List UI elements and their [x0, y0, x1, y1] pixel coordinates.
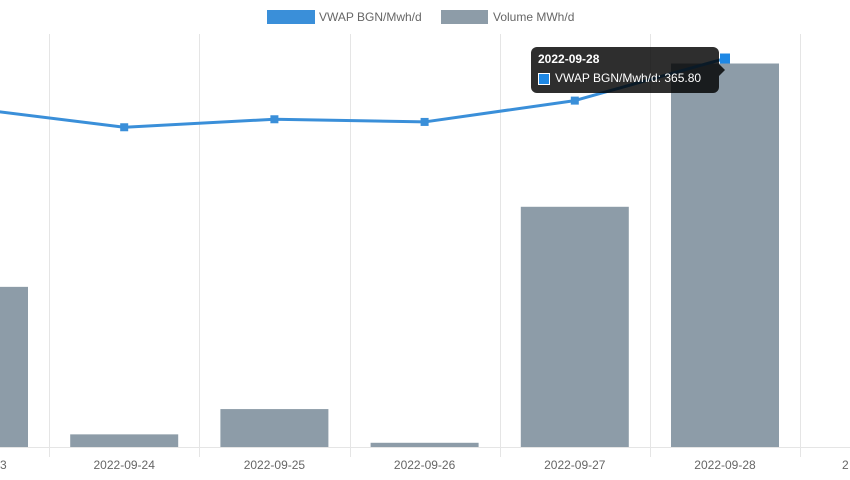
vwap-point [570, 96, 579, 105]
x-tick-label: 2 [842, 458, 849, 472]
vwap-line-series [0, 53, 730, 132]
legend-label-volume: Volume MWh/d [493, 10, 574, 24]
tooltip-caret [719, 64, 725, 76]
x-tick-label: 2022-09-25 [244, 458, 306, 472]
legend-swatch-volume [441, 10, 488, 24]
volume-bar [70, 434, 179, 447]
tooltip-color-swatch [538, 72, 550, 85]
legend-swatch-vwap [267, 10, 315, 24]
vwap-line [0, 57, 726, 129]
x-tick-label: 3 [0, 458, 7, 472]
tooltip-label: VWAP BGN/Mwh/d: 365.80 [555, 71, 702, 85]
gridlines [0, 34, 850, 457]
tooltip-row: VWAP BGN/Mwh/d: 365.80 [538, 71, 712, 86]
legend-label-vwap: VWAP BGN/Mwh/d [319, 10, 422, 24]
x-axis-ticks: 3 2022-09-24 2022-09-25 2022-09-26 2022-09-2… [0, 458, 849, 472]
volume-bars [0, 63, 779, 447]
vwap-point [270, 115, 279, 124]
vwap-point [420, 117, 429, 126]
x-tick-label: 2022-09-28 [694, 458, 756, 472]
volume-bar [220, 409, 329, 447]
tooltip-title: 2022-09-28 [538, 52, 600, 66]
tooltip: 2022-09-28 VWAP BGN/Mwh/d: 365.80 [531, 47, 719, 93]
volume-bar [671, 63, 779, 447]
volume-bar [0, 286, 28, 447]
vwap-point [720, 53, 730, 64]
volume-bar [370, 442, 479, 447]
vwap-point [120, 123, 129, 132]
x-tick-label: 2022-09-26 [394, 458, 456, 472]
x-tick-label: 2022-09-27 [544, 458, 606, 472]
volume-bar [520, 206, 629, 447]
x-tick-label: 2022-09-24 [94, 458, 156, 472]
legend[interactable]: VWAP BGN/Mwh/d Volume MWh/d [267, 10, 574, 24]
